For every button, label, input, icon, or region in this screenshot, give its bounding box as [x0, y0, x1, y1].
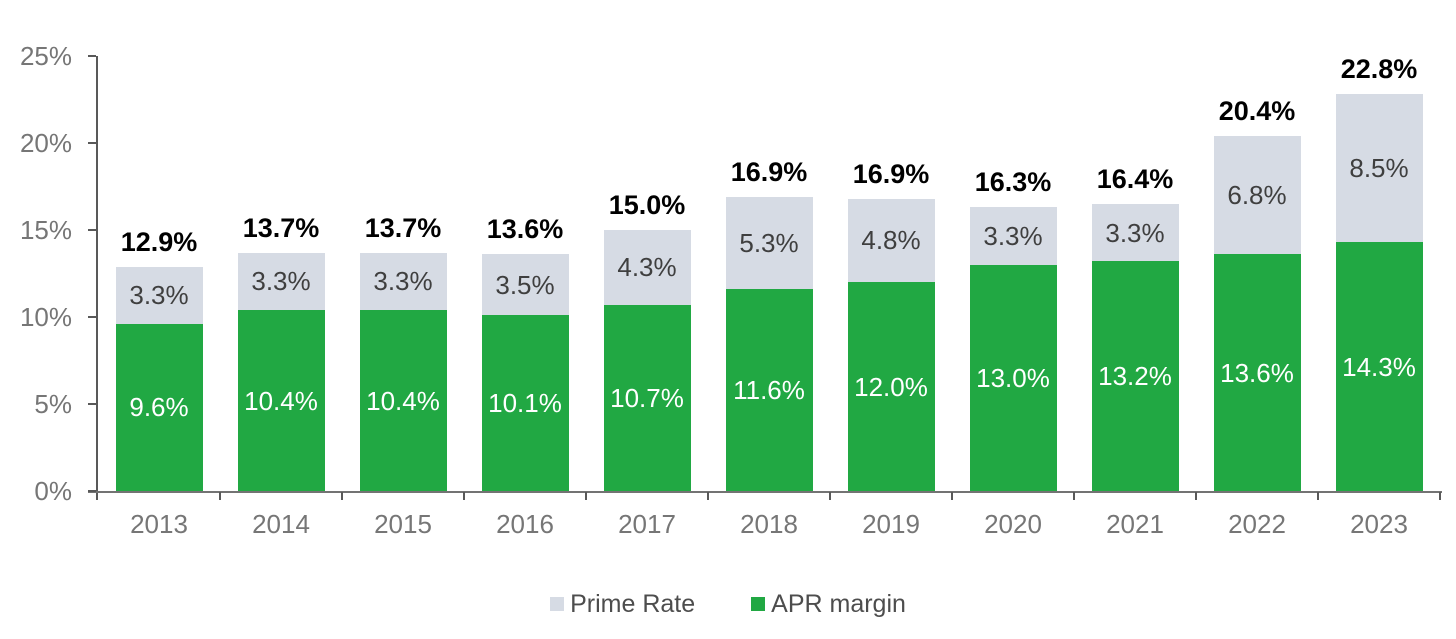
x-axis-tick	[463, 492, 465, 500]
x-axis-category-label: 2017	[618, 509, 676, 539]
bar-segment-value-label: 3.3%	[1105, 217, 1165, 248]
y-axis-tick-label: 0%	[34, 476, 72, 506]
bar-segment-prime-rate: 3.3%	[359, 252, 447, 311]
bar-segment-prime-rate: 3.3%	[1091, 203, 1179, 262]
bar-segment-prime-rate: 6.8%	[1213, 136, 1301, 255]
bar-total-label: 16.9%	[730, 156, 808, 187]
bar-segment-apr-margin: 13.6%	[1213, 254, 1301, 491]
bar-segment-apr-margin: 14.3%	[1335, 242, 1423, 491]
x-axis-category-label: 2013	[130, 509, 188, 539]
bar-total-label: 16.3%	[974, 167, 1052, 198]
bar-segment-value-label: 14.3%	[1342, 351, 1416, 382]
bar-segment-value-label: 3.3%	[983, 221, 1043, 252]
x-axis-category-label: 2023	[1350, 509, 1408, 539]
bar-total-label: 12.9%	[120, 226, 198, 257]
y-axis-tick-label: 5%	[34, 389, 72, 419]
x-axis-tick	[951, 492, 953, 500]
y-axis-tick	[88, 316, 96, 318]
bar-segment-value-label: 3.3%	[129, 280, 189, 311]
bar-total-label: 16.4%	[1096, 163, 1174, 194]
bar-segment-prime-rate: 3.3%	[115, 266, 203, 324]
x-axis-category-label: 2021	[1106, 509, 1164, 539]
bar-segment-value-label: 11.6%	[733, 375, 805, 406]
bar-segment-prime-rate: 4.3%	[603, 230, 691, 305]
legend-label-apr-margin: APR margin	[771, 590, 906, 618]
bar-segment-prime-rate: 8.5%	[1335, 94, 1423, 243]
y-axis-tick-label: 15%	[19, 215, 72, 245]
bar-segment-prime-rate: 3.3%	[969, 207, 1057, 265]
y-axis-tick	[88, 229, 96, 231]
x-axis-category-label: 2020	[984, 509, 1042, 539]
y-axis-tick-label: 25%	[19, 41, 72, 71]
bar-segment-prime-rate: 3.3%	[237, 252, 325, 311]
bar-segment-value-label: 3.3%	[373, 266, 433, 297]
bar-segment-value-label: 13.0%	[976, 362, 1050, 393]
y-axis-tick	[88, 142, 96, 144]
bar-segment-prime-rate: 3.5%	[481, 254, 569, 316]
x-axis-tick	[585, 492, 587, 500]
legend-item-apr-margin: APR margin	[751, 590, 906, 618]
x-axis-tick	[219, 492, 221, 500]
y-axis-line	[96, 56, 98, 500]
bar-segment-value-label: 6.8%	[1227, 180, 1287, 211]
bar-segment-apr-margin: 13.2%	[1091, 261, 1179, 491]
bar-segment-value-label: 12.0%	[854, 371, 928, 402]
apr-margin-swatch-icon	[751, 597, 766, 611]
x-axis-category-label: 2022	[1228, 509, 1286, 539]
bar-segment-apr-margin: 10.1%	[481, 315, 569, 491]
x-axis-tick	[1317, 492, 1319, 500]
y-axis-tick-label: 10%	[19, 302, 72, 332]
bar-segment-apr-margin: 10.4%	[237, 310, 325, 491]
bar-segment-value-label: 10.4%	[244, 385, 318, 416]
x-axis-category-label: 2019	[862, 509, 920, 539]
bar-segment-value-label: 13.6%	[1220, 357, 1294, 388]
bar-segment-value-label: 10.7%	[610, 382, 684, 413]
y-axis-tick	[88, 55, 96, 57]
bar-segment-value-label: 3.5%	[495, 269, 555, 300]
prime-rate-swatch-icon	[550, 597, 565, 611]
x-axis-category-label: 2016	[496, 509, 554, 539]
bar-segment-value-label: 13.2%	[1098, 361, 1172, 392]
legend-item-prime-rate: Prime Rate	[550, 590, 695, 618]
bar-total-label: 16.9%	[852, 158, 930, 189]
bar-total-label: 13.7%	[364, 212, 442, 243]
bar-total-label: 13.7%	[242, 212, 320, 243]
x-axis-tick	[707, 492, 709, 500]
bar-segment-prime-rate: 5.3%	[725, 196, 813, 290]
bar-total-label: 20.4%	[1218, 96, 1296, 127]
bar-segment-value-label: 5.3%	[739, 228, 799, 259]
x-axis-tick	[1195, 492, 1197, 500]
bar-segment-value-label: 4.8%	[861, 225, 921, 256]
bar-segment-apr-margin: 10.7%	[603, 304, 691, 491]
x-axis-category-label: 2014	[252, 509, 310, 539]
bar-segment-apr-margin: 11.6%	[725, 289, 813, 491]
legend-label-prime-rate: Prime Rate	[570, 590, 696, 618]
bar-segment-value-label: 9.6%	[129, 392, 189, 423]
bar-total-label: 15.0%	[608, 190, 686, 220]
bar-segment-apr-margin: 9.6%	[115, 323, 203, 491]
x-axis-tick	[1073, 492, 1075, 500]
y-axis-tick-label: 20%	[19, 128, 72, 158]
bar-segment-prime-rate: 4.8%	[847, 198, 935, 283]
x-axis-tick	[1439, 492, 1441, 500]
x-axis-line	[88, 491, 1442, 493]
bar-segment-value-label: 3.3%	[251, 266, 311, 297]
x-axis-category-label: 2018	[740, 509, 798, 539]
x-axis-tick	[829, 492, 831, 500]
bar-total-label: 22.8%	[1340, 54, 1418, 85]
bar-segment-value-label: 10.1%	[488, 388, 562, 419]
x-axis-category-label: 2015	[374, 509, 432, 539]
bar-segment-apr-margin: 10.4%	[359, 310, 447, 491]
bar-segment-apr-margin: 12.0%	[847, 282, 935, 491]
bar-segment-value-label: 4.3%	[617, 252, 677, 283]
bar-segment-value-label: 10.4%	[366, 385, 440, 416]
chart-legend: Prime Rate APR margin	[0, 590, 1456, 618]
bar-total-label: 13.6%	[486, 214, 564, 245]
bar-segment-apr-margin: 13.0%	[969, 264, 1057, 491]
y-axis-tick	[88, 403, 96, 405]
bar-segment-value-label: 8.5%	[1349, 153, 1409, 184]
x-axis-tick	[341, 492, 343, 500]
y-axis-tick	[88, 490, 96, 492]
